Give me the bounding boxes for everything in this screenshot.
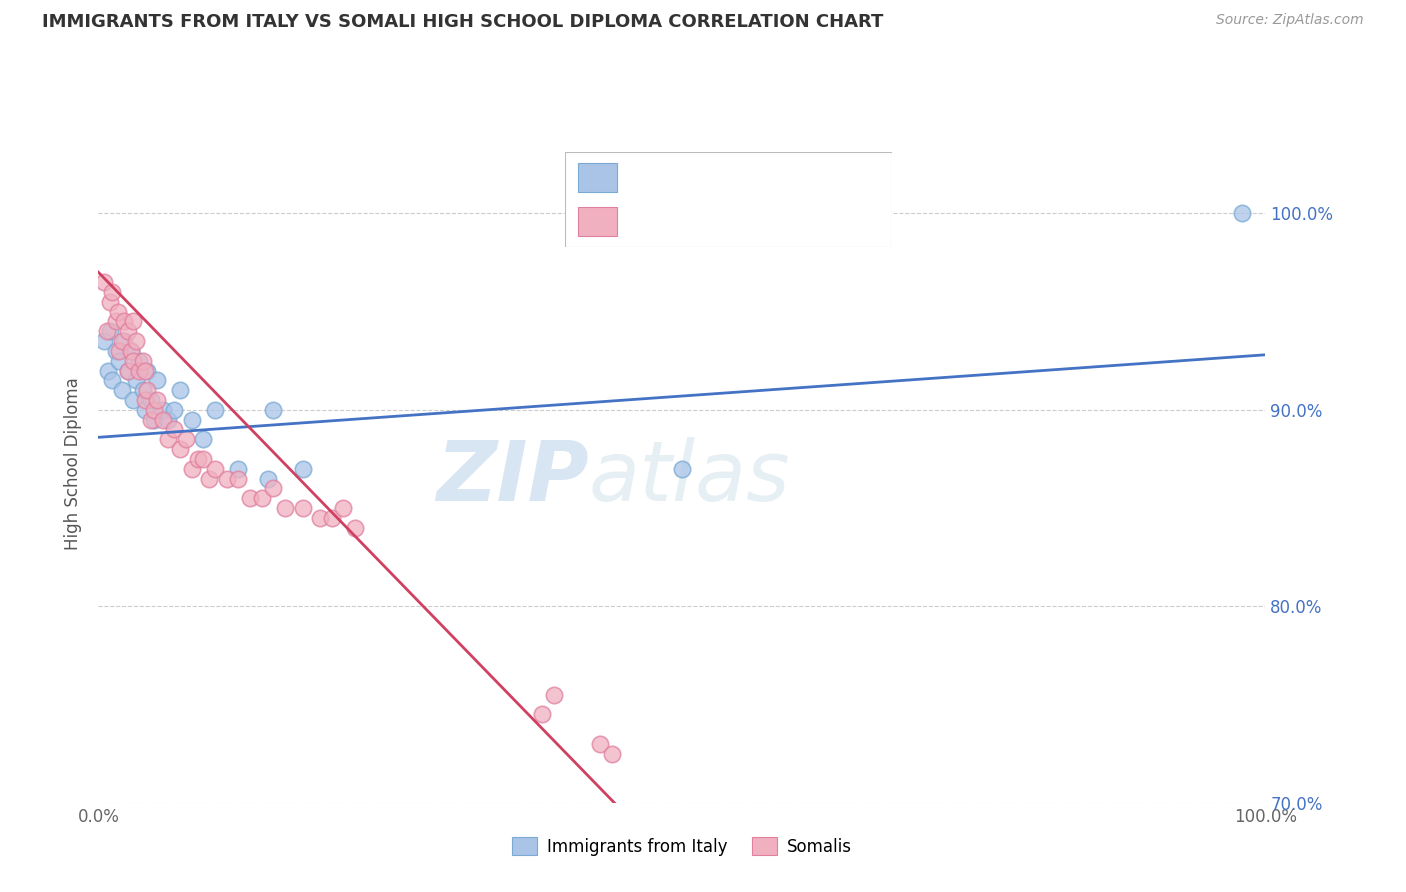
Point bbox=[187, 451, 209, 466]
Text: Source: ZipAtlas.com: Source: ZipAtlas.com bbox=[1216, 13, 1364, 28]
Point bbox=[132, 353, 155, 368]
Point bbox=[117, 363, 139, 377]
Text: N = 32: N = 32 bbox=[780, 170, 834, 186]
Point bbox=[136, 383, 159, 397]
Point bbox=[163, 402, 186, 417]
Point bbox=[128, 363, 150, 377]
Point bbox=[180, 412, 202, 426]
Point bbox=[104, 343, 127, 358]
Point bbox=[239, 491, 262, 506]
Point bbox=[228, 462, 250, 476]
Point bbox=[122, 314, 145, 328]
Point bbox=[146, 392, 169, 407]
Point bbox=[111, 383, 134, 397]
Point bbox=[93, 275, 115, 289]
Point bbox=[291, 501, 314, 516]
Point bbox=[600, 747, 623, 761]
Point bbox=[157, 432, 180, 446]
Point bbox=[122, 392, 145, 407]
Point bbox=[671, 462, 693, 476]
Point bbox=[101, 285, 124, 299]
Point bbox=[169, 442, 191, 456]
Point bbox=[125, 373, 148, 387]
Point bbox=[125, 334, 148, 348]
Point bbox=[174, 432, 197, 446]
Point bbox=[93, 334, 115, 348]
Point bbox=[204, 462, 226, 476]
Point bbox=[291, 462, 314, 476]
Point bbox=[180, 462, 202, 476]
Point bbox=[543, 688, 565, 702]
Point bbox=[671, 835, 693, 849]
Text: ZIP: ZIP bbox=[436, 437, 589, 518]
Point bbox=[111, 334, 134, 348]
Point bbox=[228, 472, 250, 486]
Point bbox=[117, 324, 139, 338]
FancyBboxPatch shape bbox=[578, 163, 617, 192]
Point bbox=[256, 472, 278, 486]
Point bbox=[589, 737, 612, 751]
Point bbox=[136, 363, 159, 377]
Text: R = -0.738: R = -0.738 bbox=[630, 214, 713, 228]
Point bbox=[97, 363, 120, 377]
Point bbox=[215, 472, 238, 486]
Point bbox=[134, 392, 156, 407]
Point bbox=[112, 314, 135, 328]
Point bbox=[344, 521, 367, 535]
Point bbox=[262, 482, 284, 496]
Text: N = 54: N = 54 bbox=[780, 214, 834, 228]
Point bbox=[309, 511, 332, 525]
Point bbox=[193, 451, 215, 466]
Point bbox=[143, 402, 166, 417]
Point bbox=[146, 373, 169, 387]
Point bbox=[107, 304, 129, 318]
Point bbox=[647, 815, 669, 830]
Point bbox=[332, 501, 354, 516]
Point bbox=[169, 383, 191, 397]
FancyBboxPatch shape bbox=[565, 152, 891, 247]
Point bbox=[1230, 206, 1253, 220]
Point bbox=[139, 392, 162, 407]
Point bbox=[120, 343, 142, 358]
Point bbox=[117, 363, 139, 377]
Point bbox=[134, 363, 156, 377]
Point bbox=[134, 402, 156, 417]
Point bbox=[204, 402, 226, 417]
Point bbox=[120, 343, 142, 358]
Point bbox=[250, 491, 273, 506]
Point bbox=[695, 845, 717, 859]
Y-axis label: High School Diploma: High School Diploma bbox=[65, 377, 83, 550]
Point bbox=[108, 353, 131, 368]
Point bbox=[143, 412, 166, 426]
Point bbox=[157, 412, 180, 426]
Point bbox=[152, 402, 174, 417]
Point bbox=[139, 412, 162, 426]
Point bbox=[198, 472, 221, 486]
Text: atlas: atlas bbox=[589, 437, 790, 518]
Point bbox=[112, 334, 135, 348]
Point bbox=[108, 343, 131, 358]
Point bbox=[128, 353, 150, 368]
Point bbox=[530, 707, 553, 722]
Point bbox=[101, 373, 124, 387]
Point bbox=[163, 422, 186, 436]
Point bbox=[132, 383, 155, 397]
Point bbox=[321, 511, 343, 525]
FancyBboxPatch shape bbox=[578, 207, 617, 235]
Point bbox=[104, 314, 127, 328]
Text: IMMIGRANTS FROM ITALY VS SOMALI HIGH SCHOOL DIPLOMA CORRELATION CHART: IMMIGRANTS FROM ITALY VS SOMALI HIGH SCH… bbox=[42, 13, 883, 31]
Legend: Immigrants from Italy, Somalis: Immigrants from Italy, Somalis bbox=[505, 830, 859, 863]
Point bbox=[262, 402, 284, 417]
Point bbox=[122, 353, 145, 368]
Text: R =  0.064: R = 0.064 bbox=[630, 170, 711, 186]
Point bbox=[274, 501, 297, 516]
Point bbox=[193, 432, 215, 446]
Point bbox=[682, 835, 704, 849]
Point bbox=[98, 324, 121, 338]
Point bbox=[98, 294, 121, 309]
Point bbox=[152, 412, 174, 426]
Point bbox=[96, 324, 118, 338]
